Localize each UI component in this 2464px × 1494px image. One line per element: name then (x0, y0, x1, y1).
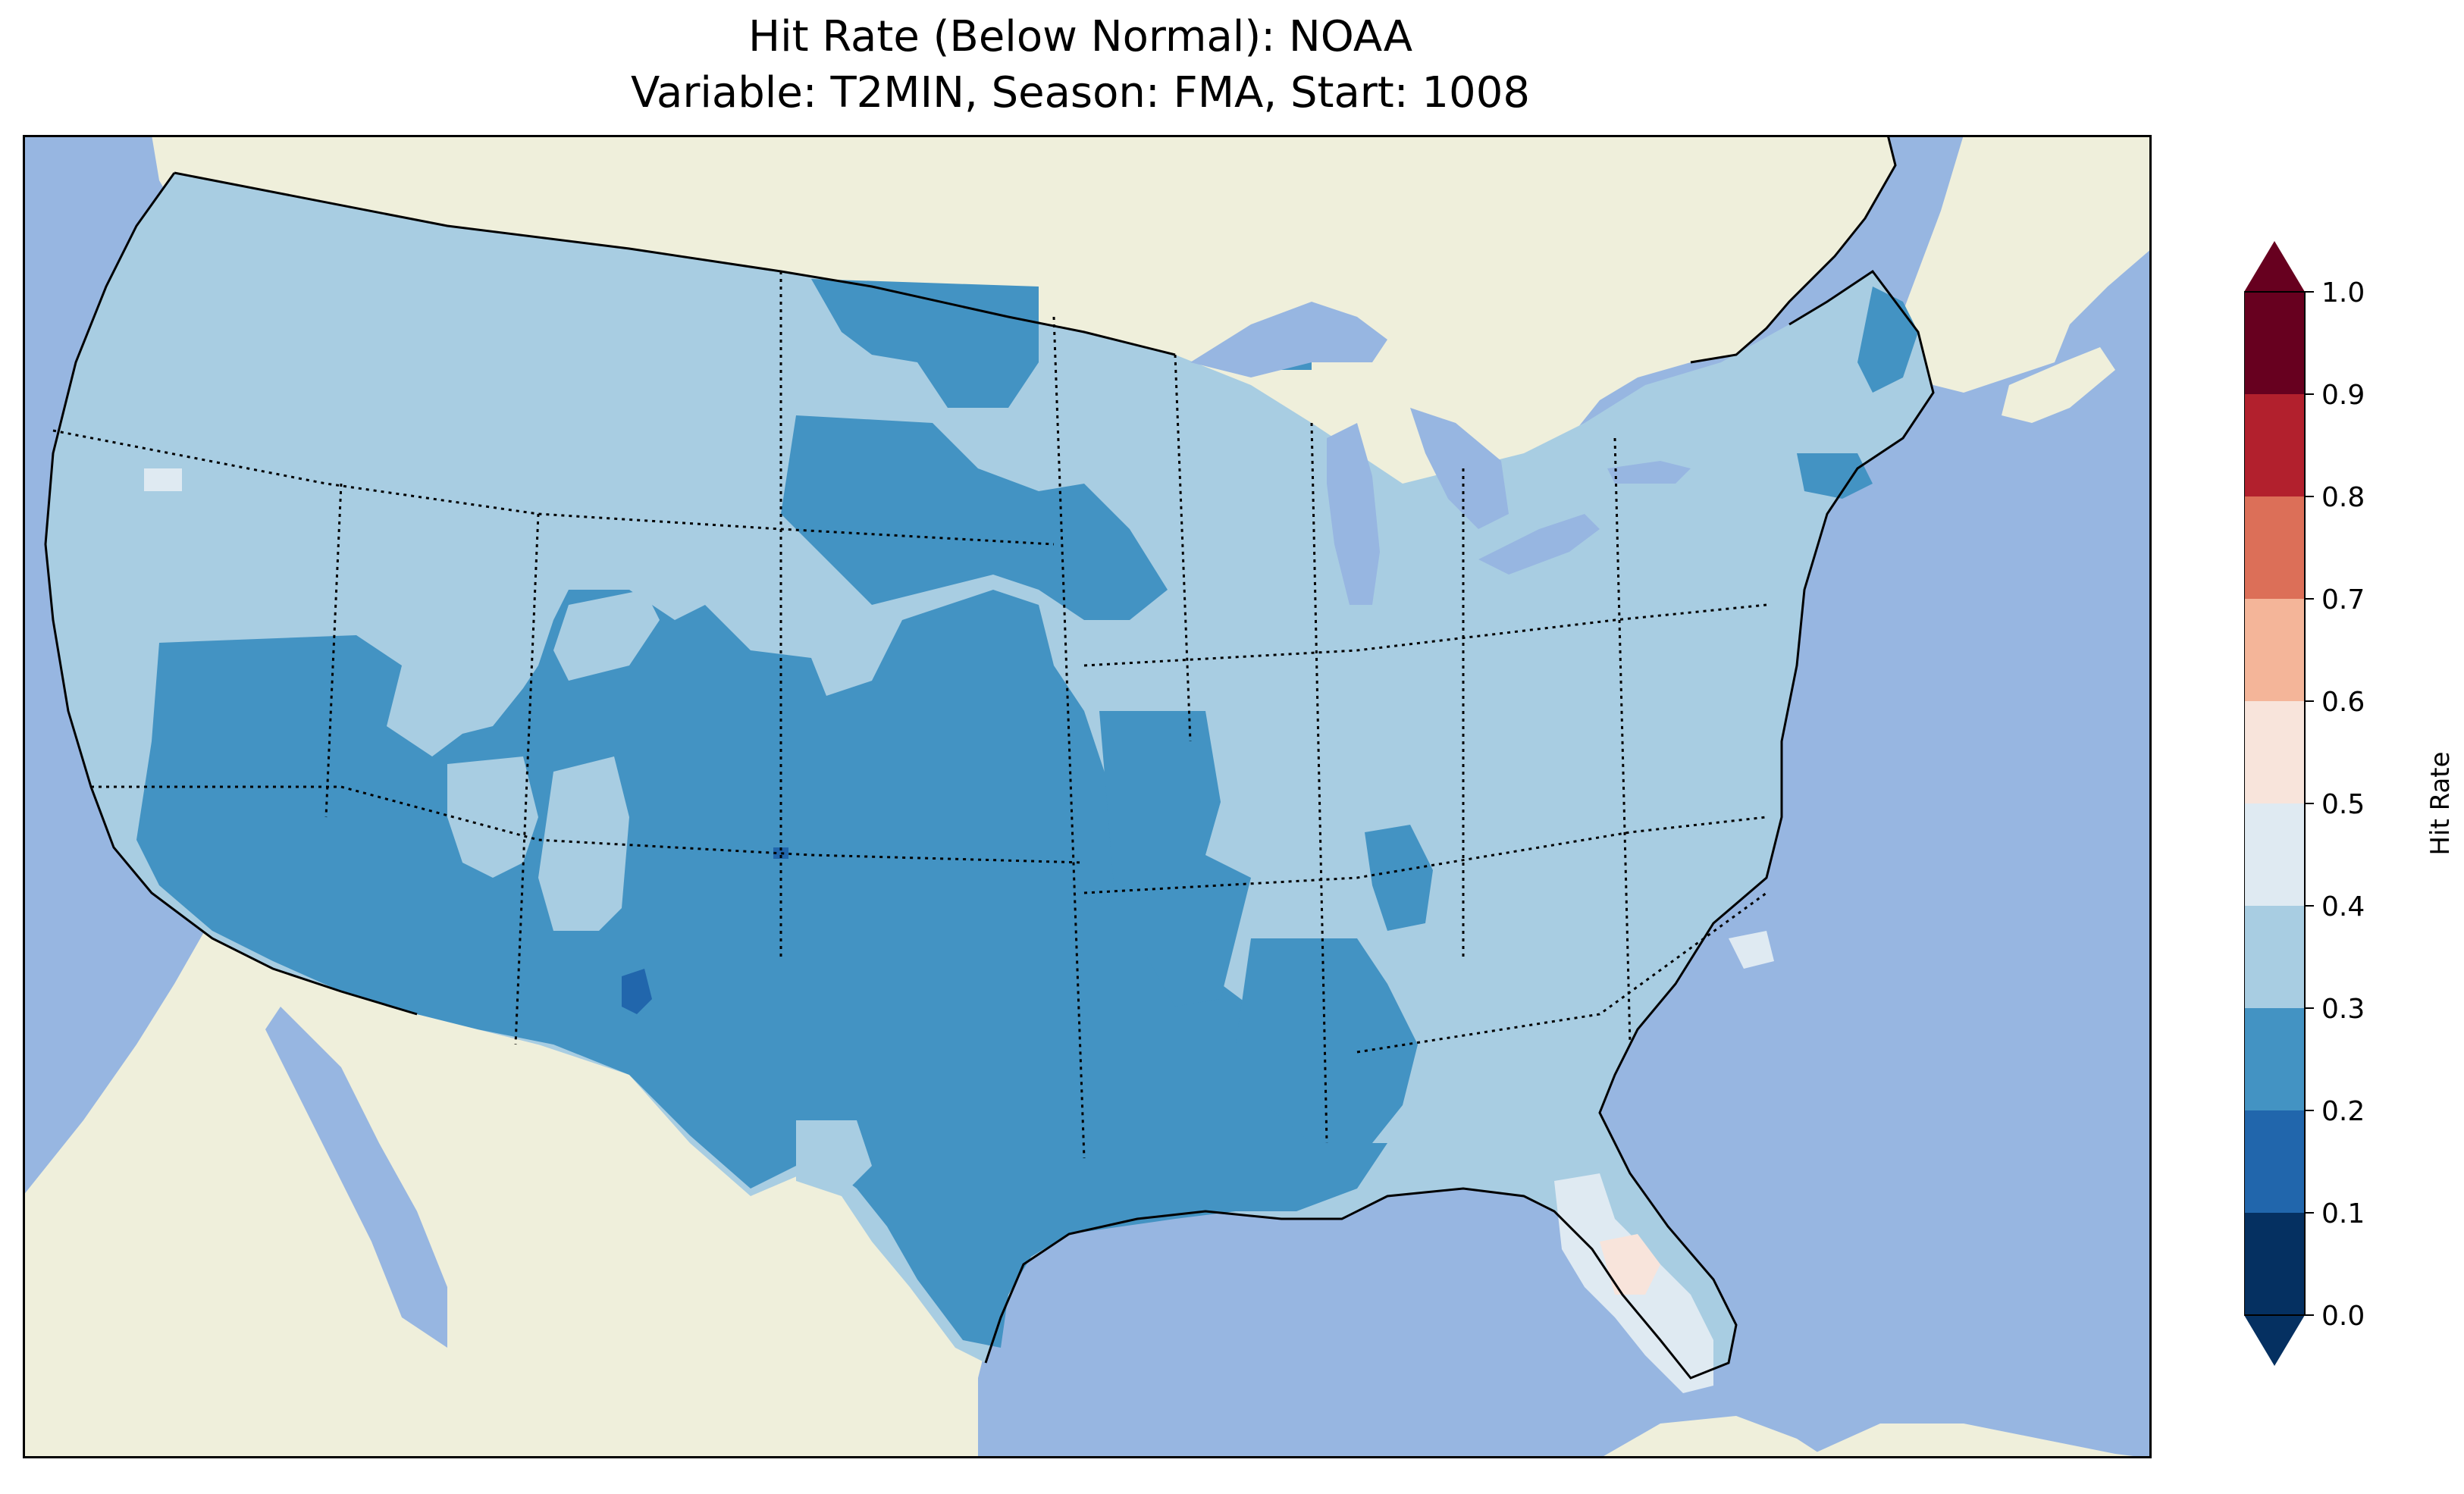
region-new-mexico-spot (622, 969, 652, 1014)
colorbar-tick-label: 0.5 (2321, 789, 2365, 820)
lake-ontario (1607, 461, 1691, 484)
colorbar-tick-label: 0.3 (2321, 994, 2365, 1025)
colorbar-under-arrow (2244, 1315, 2305, 1366)
region-central-plains (781, 415, 1168, 620)
colorbar-bin-2 (2244, 1008, 2305, 1110)
colorbar-tick-label: 0.1 (2321, 1198, 2365, 1229)
colorbar-tick-label: 0.6 (2321, 687, 2365, 718)
region-newmexico-light (538, 756, 629, 931)
region-nevada-spot (144, 468, 182, 491)
colorbar-tick-label: 0.8 (2321, 482, 2365, 513)
region-arkansas-missouri (1099, 711, 1251, 1007)
lake-superior (1190, 302, 1387, 377)
lake-huron (1410, 408, 1509, 529)
colorbar-tick-label: 0.4 (2321, 891, 2365, 922)
colorbar-bin-0 (2244, 1213, 2305, 1315)
maritimes-land (1895, 135, 2152, 393)
colorbar-tick-label: 0.9 (2321, 380, 2365, 411)
mexico-land (23, 931, 993, 1458)
region-outer-banks (1729, 931, 1774, 969)
region-tennessee-spot (1365, 825, 1433, 931)
coastline-gulf (984, 269, 1935, 1380)
nova-scotia-land (2002, 347, 2115, 423)
colorbar-tick-label: 0.0 (2321, 1301, 2365, 1332)
lake-erie (1478, 514, 1600, 575)
region-massachusetts (1797, 453, 1873, 499)
us-canada-border (174, 171, 1176, 356)
colorbar-bin-5 (2244, 701, 2305, 803)
map-title: Hit Rate (Below Normal): NOAA (748, 12, 1413, 61)
state-borders (52, 271, 1767, 1159)
region-arizona-light (447, 756, 538, 878)
cuba-land (1804, 1424, 2152, 1458)
gulf-of-california (265, 1007, 447, 1348)
colorbar-label: Hit Rate (2425, 751, 2456, 855)
yucatan-land (1600, 1416, 1827, 1458)
region-lower-mississippi (1236, 938, 1418, 1143)
map-panel (23, 135, 2152, 1458)
coastline (44, 172, 418, 1016)
map-subtitle: Variable: T2MIN, Season: FMA, Start: 100… (631, 68, 1530, 117)
colorbar-bin-3 (2244, 906, 2305, 1008)
colorbar-bin-4 (2244, 803, 2305, 906)
colorbar-bin-8 (2244, 394, 2305, 496)
colorbar-bin-9 (2244, 292, 2305, 394)
colorbar-bin-7 (2244, 496, 2305, 599)
map-border (23, 135, 2152, 1458)
region-oklahoma-spot (773, 847, 788, 859)
colorbar-tick-label: 0.2 (2321, 1096, 2365, 1127)
colorbar: 0.0 0.1 0.2 0.3 0.4 0.5 0.6 0.7 0.8 0.9 1.0 Hit Ra… (2244, 241, 2456, 1366)
region-colorado-light (553, 590, 660, 681)
region-west-texas-light (796, 1120, 872, 1196)
colorbar-tick-label: 0.7 (2321, 584, 2365, 615)
region-central-florida (1600, 1234, 1660, 1295)
colorbar-bin-1 (2244, 1110, 2305, 1213)
colorbar-bin-6 (2244, 599, 2305, 701)
lake-michigan (1327, 423, 1380, 605)
colorbar-tick-label: 1.0 (2321, 277, 2365, 309)
colorbar-over-arrow (2244, 241, 2305, 292)
coastline-canada (1690, 135, 1897, 364)
